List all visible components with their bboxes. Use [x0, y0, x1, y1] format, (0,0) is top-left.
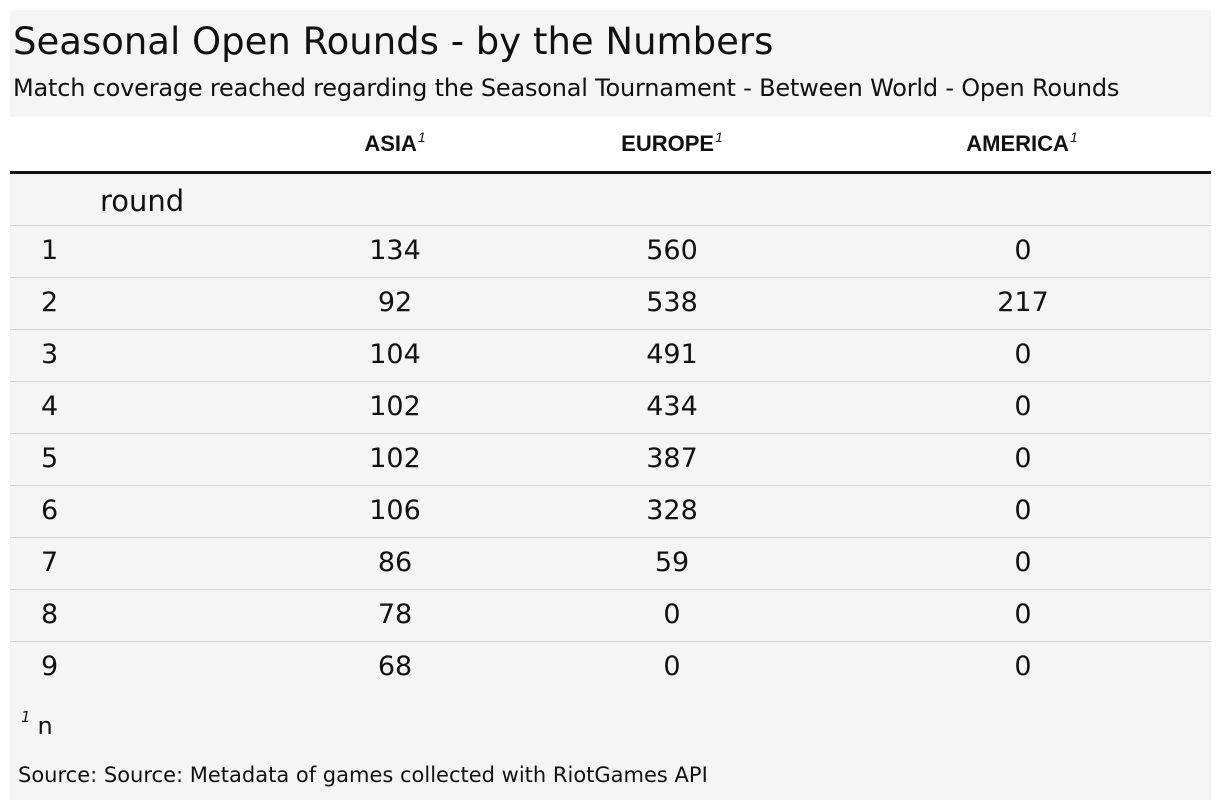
column-header-europe-label: EUROPE	[621, 131, 715, 156]
europe-value-cell: 538	[646, 287, 698, 318]
america-value-cell: 0	[1014, 495, 1032, 526]
footnote-text: n	[37, 712, 53, 740]
table-row: 7 86 59 0	[10, 537, 1211, 589]
america-value-cell: 0	[1014, 651, 1032, 682]
column-header-america: AMERICA1	[966, 130, 1077, 158]
asia-value-cell: 78	[377, 599, 413, 630]
asia-value-cell: 134	[369, 235, 421, 266]
round-cell: 4	[41, 391, 59, 422]
row-group-label: round	[100, 184, 185, 218]
table-row: 8 78 0 0	[10, 589, 1211, 641]
round-cell: 8	[41, 599, 59, 630]
europe-value-cell: 0	[663, 599, 681, 630]
round-cell: 3	[41, 339, 59, 370]
table-panel: Seasonal Open Rounds - by the Numbers Ma…	[10, 10, 1211, 800]
europe-value-cell: 0	[663, 651, 681, 682]
column-header-america-label: AMERICA	[966, 131, 1069, 156]
table-row: 9 68 0 0	[10, 641, 1211, 693]
column-header-europe: EUROPE1	[621, 130, 723, 158]
column-header-asia-footnote-marker: 1	[417, 129, 426, 145]
asia-value-cell: 102	[369, 443, 421, 474]
europe-value-cell: 560	[646, 235, 698, 266]
europe-value-cell: 328	[646, 495, 698, 526]
america-value-cell: 0	[1014, 443, 1032, 474]
table-subtitle: Match coverage reached regarding the Sea…	[13, 74, 1120, 102]
america-value-cell: 0	[1014, 339, 1032, 370]
header-divider	[10, 171, 1211, 174]
europe-value-cell: 387	[646, 443, 698, 474]
round-cell: 1	[41, 235, 59, 266]
column-header-asia: ASIA1	[364, 130, 425, 158]
america-value-cell: 0	[1014, 391, 1032, 422]
table-row: 4 102 434 0	[10, 381, 1211, 433]
round-cell: 7	[41, 547, 59, 578]
table-row: 3 104 491 0	[10, 329, 1211, 381]
table-row: 6 106 328 0	[10, 485, 1211, 537]
asia-value-cell: 92	[377, 287, 413, 318]
round-cell: 6	[41, 495, 59, 526]
europe-value-cell: 491	[646, 339, 698, 370]
table-row: 1 134 560 0	[10, 225, 1211, 277]
column-header-band	[10, 117, 1211, 172]
asia-value-cell: 104	[369, 339, 421, 370]
round-cell: 2	[41, 287, 59, 318]
column-header-america-footnote-marker: 1	[1069, 129, 1078, 145]
column-header-asia-label: ASIA	[364, 131, 417, 156]
europe-value-cell: 434	[646, 391, 698, 422]
table-row: 5 102 387 0	[10, 433, 1211, 485]
round-cell: 9	[41, 651, 59, 682]
asia-value-cell: 102	[369, 391, 421, 422]
europe-value-cell: 59	[654, 547, 690, 578]
source-note: Source: Source: Metadata of games collec…	[18, 763, 708, 787]
round-cell: 5	[41, 443, 59, 474]
table-row: 2 92 538 217	[10, 277, 1211, 329]
asia-value-cell: 86	[377, 547, 413, 578]
america-value-cell: 0	[1014, 235, 1032, 266]
footnote-marker: 1	[21, 708, 31, 726]
america-value-cell: 0	[1014, 547, 1032, 578]
asia-value-cell: 106	[369, 495, 421, 526]
america-value-cell: 0	[1014, 599, 1032, 630]
asia-value-cell: 68	[377, 651, 413, 682]
america-value-cell: 217	[997, 287, 1049, 318]
table-title: Seasonal Open Rounds - by the Numbers	[13, 20, 774, 63]
column-header-europe-footnote-marker: 1	[715, 129, 723, 145]
